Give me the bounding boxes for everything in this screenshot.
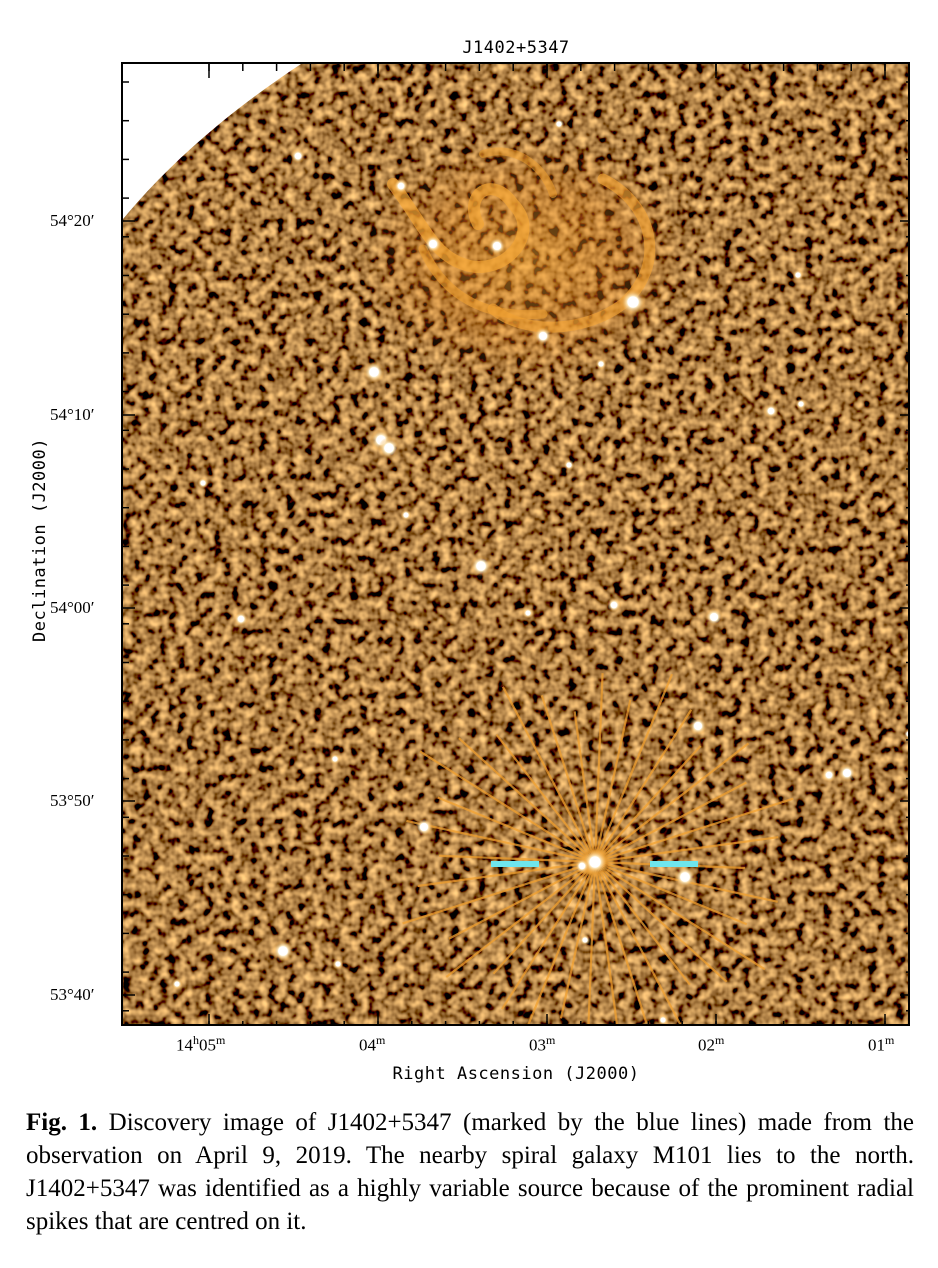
xtick-label: 02m: [698, 1033, 725, 1055]
plot-title: J1402+5347: [462, 38, 570, 58]
radial-spikes: [402, 673, 794, 1024]
xtick-label: 01m: [868, 1033, 895, 1055]
xtick-label: 03m: [529, 1033, 556, 1055]
outside-beam-region: [123, 64, 301, 219]
ytick-label: 54°10′: [50, 405, 95, 424]
caption-text: Discovery image of J1402+5347 (marked by…: [26, 1109, 914, 1235]
figure-caption: Fig. 1. Discovery image of J1402+5347 (m…: [26, 1106, 914, 1238]
radio-image-frame: [121, 62, 910, 1026]
x-axis-label: Right Ascension (J2000): [392, 1064, 640, 1084]
caption-label: Fig. 1.: [26, 1109, 98, 1136]
m101-galaxy: [358, 134, 688, 384]
ytick-label: 53°40′: [50, 985, 95, 1004]
xtick-label: 04m: [359, 1033, 386, 1055]
ytick-label: 54°20′: [50, 211, 95, 230]
xtick-label: 14h05m: [176, 1033, 226, 1055]
ytick-label: 54°00′: [50, 598, 95, 617]
axis-ticks: [123, 64, 908, 1024]
radio-sky-image: [123, 64, 908, 1024]
point-sources: [171, 118, 908, 1024]
ytick-label: 53°50′: [50, 791, 95, 810]
y-axis-label: Declination (J2000): [30, 438, 50, 642]
